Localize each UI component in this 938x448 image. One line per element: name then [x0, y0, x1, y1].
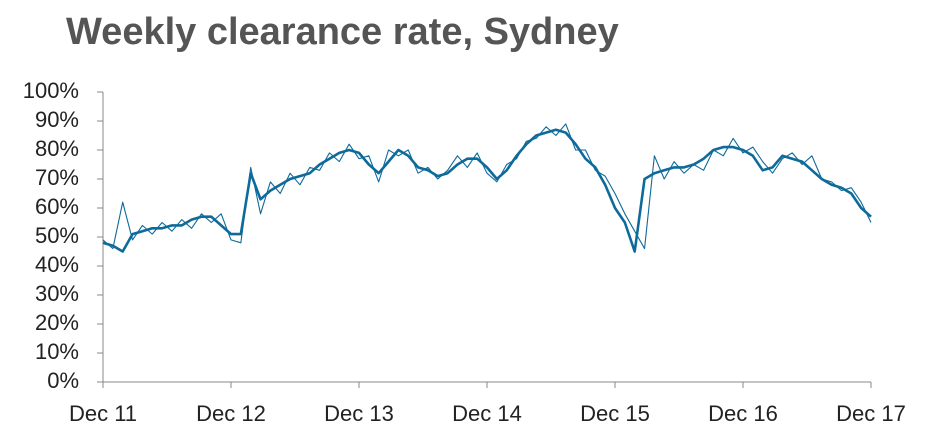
y-tick-label: 20%: [35, 310, 79, 335]
x-tick-label: Dec 17: [836, 401, 906, 426]
x-tick-label: Dec 11: [69, 401, 137, 426]
y-tick-label: 50%: [35, 223, 79, 248]
series-line: [102, 123, 872, 250]
x-tick-label: Dec 16: [708, 401, 778, 426]
y-tick-label: 10%: [35, 339, 79, 364]
y-tick-label: 90%: [35, 107, 79, 132]
y-tick-label: 100%: [23, 78, 79, 103]
x-tick-label: Dec 14: [452, 401, 522, 426]
x-tick-label: Dec 15: [580, 401, 650, 426]
chart-title: Weekly clearance rate, Sydney: [66, 11, 619, 53]
y-tick-label: 80%: [35, 136, 79, 161]
y-tick-label: 60%: [35, 194, 79, 219]
y-tick-label: 70%: [35, 165, 79, 190]
x-tick-label: Dec 13: [324, 401, 394, 426]
y-tick-label: 30%: [35, 281, 79, 306]
y-tick-label: 0%: [47, 368, 79, 393]
y-tick-label: 40%: [35, 252, 79, 277]
series-line: [102, 128, 872, 253]
x-tick-label: Dec 12: [196, 401, 266, 426]
